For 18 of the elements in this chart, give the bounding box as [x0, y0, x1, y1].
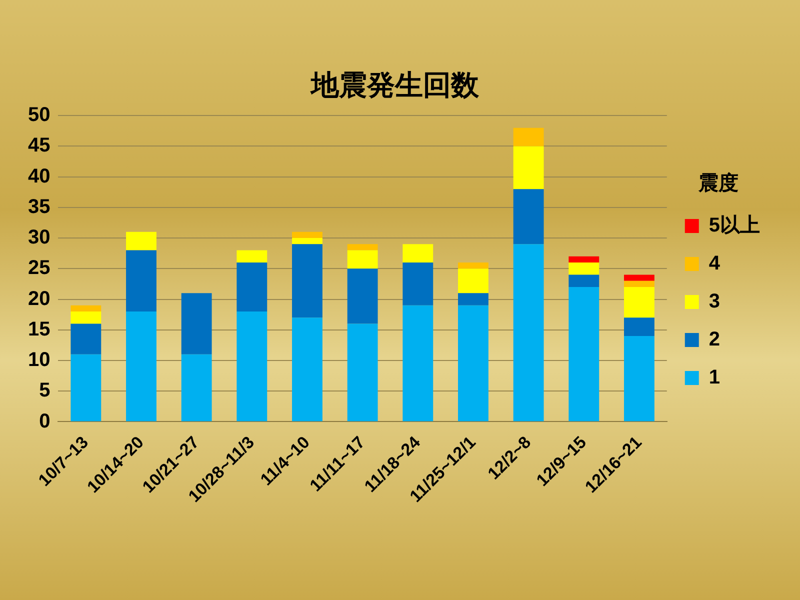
y-tick-label: 0 — [39, 410, 50, 432]
y-tick-label: 20 — [28, 288, 50, 310]
y-tick-label: 10 — [28, 349, 50, 372]
chart-title: 地震発生回数 — [309, 70, 480, 101]
y-tick-label: 45 — [28, 134, 50, 157]
legend-title: 震度 — [697, 172, 738, 195]
y-tick-label: 40 — [28, 165, 50, 188]
y-tick-label: 35 — [28, 196, 50, 218]
y-tick-label: 25 — [28, 257, 50, 280]
legend-label: 1 — [708, 366, 720, 389]
y-tick-label: 50 — [28, 104, 50, 126]
y-tick-label: 15 — [28, 318, 50, 340]
legend-label: 4 — [708, 252, 721, 275]
legend-label: 3 — [708, 290, 720, 313]
legend-label: 5以上 — [708, 214, 760, 237]
y-tick-label: 30 — [28, 226, 50, 249]
legend-label: 2 — [708, 328, 720, 351]
y-tick-label: 5 — [39, 380, 50, 402]
